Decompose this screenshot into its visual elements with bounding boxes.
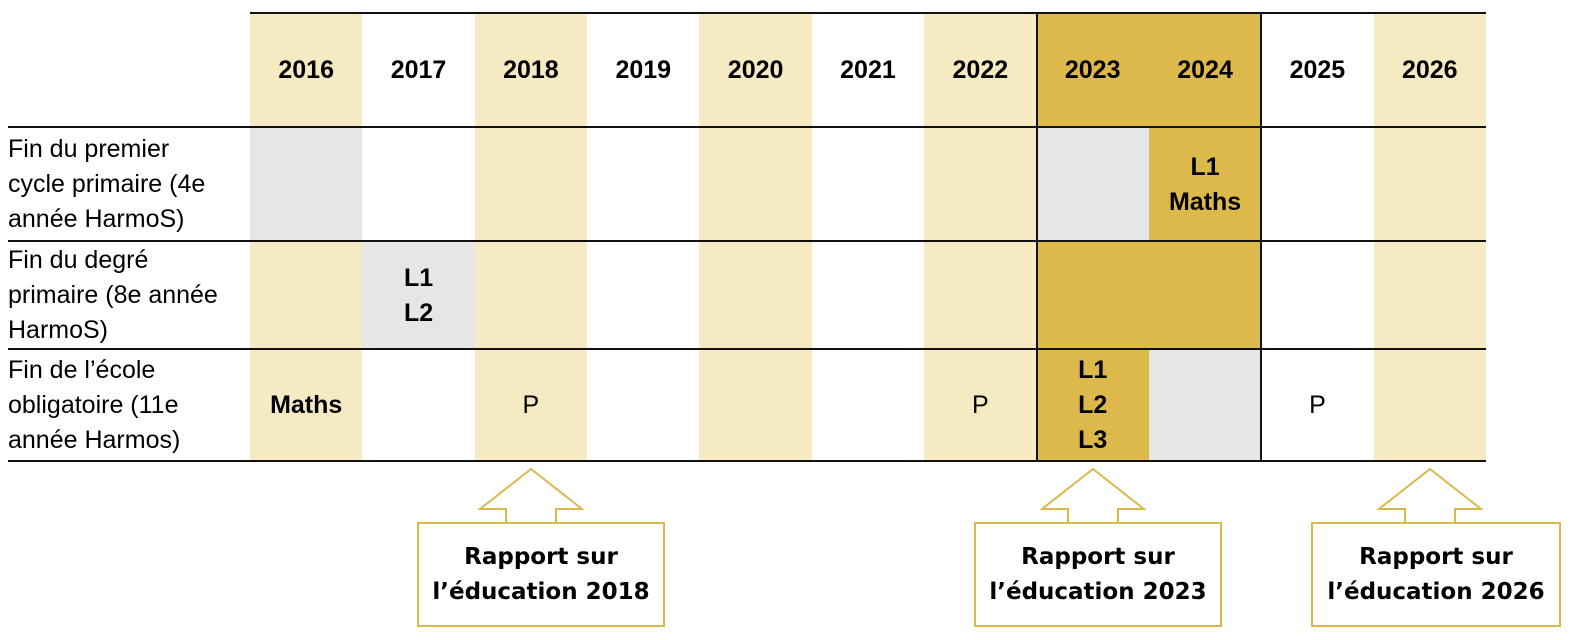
cell-text-r2-2017: L1 L2 <box>403 263 434 327</box>
cell-r2-2026 <box>1373 242 1486 349</box>
row-rule-1 <box>250 12 1486 14</box>
header-cell-2025 <box>1261 13 1374 127</box>
cell-r3-2024 <box>1148 350 1262 460</box>
header-cell-2023 <box>1036 13 1149 127</box>
cell-text-r3-2018: P <box>522 390 540 419</box>
cell-r3-2021 <box>811 350 925 460</box>
cell-r2-2018 <box>474 242 588 349</box>
report-box-2026: Rapport sur l’éducation 2026 <box>1311 522 1561 627</box>
cell-r1-2024 <box>1148 128 1262 241</box>
header-cell-2020 <box>699 13 812 127</box>
cell-r1-2019 <box>587 128 700 241</box>
row-rule-4 <box>8 348 1486 350</box>
cell-r3-2022 <box>924 350 1037 460</box>
year-label-2016: 2016 <box>278 55 334 84</box>
cell-r3-2016 <box>250 350 363 460</box>
report-box-2018: Rapport sur l’éducation 2018 <box>417 522 665 627</box>
cell-text-r3-2023: L1 L2 L3 <box>1078 355 1108 454</box>
header-cell-2018 <box>474 13 588 127</box>
cell-text-r1-2024: L1 Maths <box>1168 152 1242 216</box>
cell-r1-2017 <box>362 128 475 241</box>
row-label-1: Fin du premier cycle primaire (4e année … <box>8 135 206 233</box>
header-cell-2024 <box>1148 13 1262 127</box>
header-cell-2022 <box>924 13 1037 127</box>
cell-r1-2022 <box>924 128 1037 241</box>
year-label-2019: 2019 <box>615 55 672 84</box>
cell-r1-2023 <box>1036 128 1149 241</box>
header-cell-2017 <box>362 13 475 127</box>
cell-text-r3-2025: P <box>1309 390 1326 419</box>
row-label-3: Fin de l’école obligatoire (11e année Ha… <box>8 355 181 454</box>
cell-r3-2026 <box>1373 350 1486 460</box>
report-box-2023: Rapport sur l’éducation 2023 <box>974 522 1222 627</box>
row-label-2: Fin du degré primaire (8e année HarmoS) <box>8 246 218 344</box>
cell-r1-2026 <box>1373 128 1486 241</box>
highlight-rule-2 <box>1260 12 1263 462</box>
report-arrow-2023 <box>1038 467 1147 523</box>
row-rule-2 <box>8 126 1486 128</box>
cell-r1-2018 <box>474 128 588 241</box>
cell-r1-2021 <box>811 128 925 241</box>
year-label-2025: 2025 <box>1289 55 1346 84</box>
cell-r3-2023 <box>1036 350 1149 460</box>
header-cell-2016 <box>250 13 363 127</box>
cell-r1-2020 <box>699 128 812 241</box>
year-label-2023: 2023 <box>1064 55 1121 84</box>
header-cell-2026 <box>1373 13 1486 127</box>
year-label-2017: 2017 <box>390 55 447 84</box>
cell-r2-2016 <box>250 242 363 349</box>
header-cell-2019 <box>587 13 700 127</box>
cell-r3-2025 <box>1261 350 1374 460</box>
report-arrow-2026 <box>1375 467 1484 523</box>
cell-r1-2025 <box>1261 128 1374 241</box>
cell-r2-2023 <box>1036 242 1149 349</box>
cell-r2-2019 <box>587 242 700 349</box>
cell-r2-2021 <box>811 242 925 349</box>
cell-r1-2016 <box>250 128 363 241</box>
highlight-rule-1 <box>1035 12 1038 462</box>
cell-r2-2025 <box>1261 242 1374 349</box>
cell-text-r3-2022: P <box>971 390 989 419</box>
cell-r2-2020 <box>699 242 812 349</box>
year-label-2021: 2021 <box>840 55 896 84</box>
year-label-2026: 2026 <box>1401 55 1458 84</box>
year-label-2018: 2018 <box>503 55 559 84</box>
cell-r3-2020 <box>699 350 812 460</box>
cell-r2-2022 <box>924 242 1037 349</box>
cell-text-r3-2016: Maths <box>270 390 343 419</box>
row-rule-5 <box>8 460 1486 462</box>
year-label-2020: 2020 <box>727 55 784 84</box>
cell-r3-2019 <box>587 350 700 460</box>
row-rule-3 <box>8 240 1486 242</box>
cell-r3-2018 <box>474 350 588 460</box>
year-label-2024: 2024 <box>1177 55 1233 84</box>
cell-r2-2017 <box>362 242 475 349</box>
report-arrow-2018 <box>476 467 585 523</box>
cell-r2-2024 <box>1148 242 1262 349</box>
header-cell-2021 <box>811 13 925 127</box>
year-label-2022: 2022 <box>952 55 1009 84</box>
cell-r3-2017 <box>362 350 475 460</box>
